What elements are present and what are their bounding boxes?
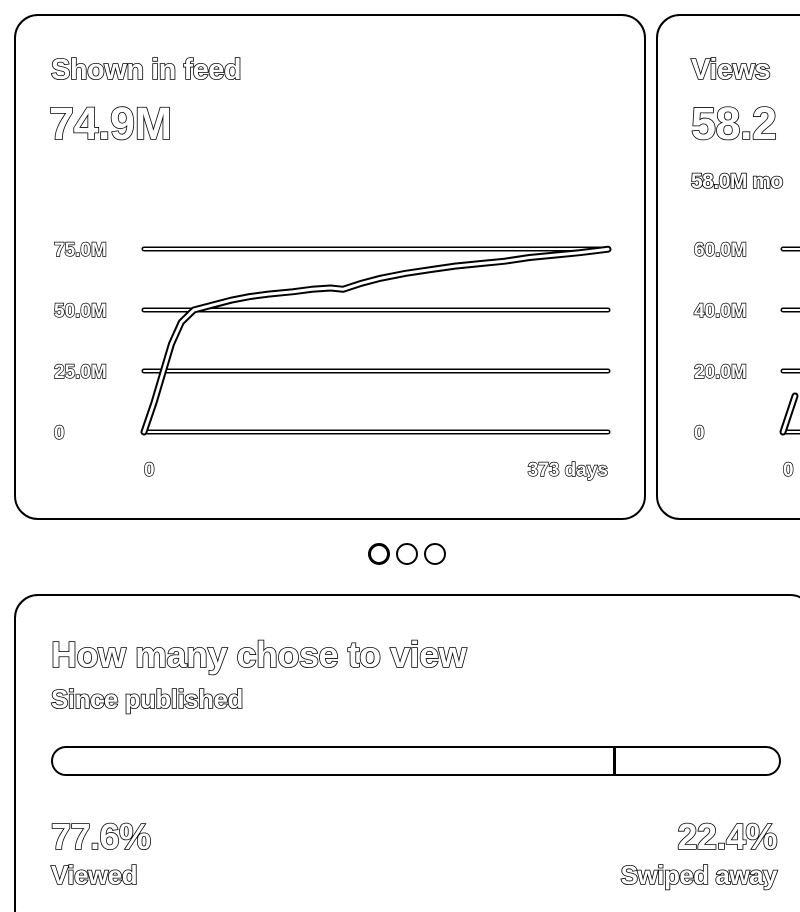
shown-in-feed-card[interactable]: Shown in feed 74.9M 75.0M 50.0M 25.0M 0 0 373… (14, 14, 646, 520)
viewed-percent: 77.6% (50, 815, 152, 858)
y-tick-label: 25.0M (54, 362, 107, 383)
y-tick-label: 0 (694, 423, 705, 444)
y-tick-label: 0 (54, 423, 65, 444)
x-tick-label: 0 (144, 460, 155, 481)
metric-value: 74.9M (48, 97, 173, 150)
metric-label: Shown in feed (50, 53, 242, 87)
pagination-dot[interactable] (424, 543, 446, 565)
y-tick-label: 20.0M (694, 362, 747, 383)
view-ratio-bar (51, 746, 781, 776)
chose-to-view-card: How many chose to view Since published 7… (14, 594, 800, 912)
series-line (781, 394, 797, 434)
card-title: How many chose to view (50, 633, 467, 676)
y-tick-label: 40.0M (694, 301, 747, 322)
pagination-dot[interactable] (368, 543, 390, 565)
metric-sub: 58.0M mo (690, 169, 784, 194)
series-line (142, 247, 610, 434)
views-chart: 60.0M 40.0M 20.0M 0 0 (693, 239, 800, 482)
x-tick-label: 0 (783, 460, 794, 481)
swiped-percent: 22.4% (677, 815, 779, 858)
x-tick-label: 373 days (528, 460, 608, 481)
card-subtitle: Since published (50, 683, 244, 715)
viewed-label: Viewed (50, 859, 138, 891)
carousel-pagination[interactable] (368, 543, 446, 565)
metric-label: Views (690, 53, 771, 87)
pagination-dot[interactable] (396, 543, 418, 565)
series-line-outline (140, 245, 612, 436)
metric-value: 58.2 (690, 97, 778, 150)
swiped-label: Swiped away (620, 859, 778, 891)
shown-in-feed-chart: 75.0M 50.0M 25.0M 0 0 373 days (53, 239, 612, 482)
y-tick-label: 60.0M (694, 240, 747, 261)
y-tick-label: 75.0M (54, 240, 107, 261)
viewed-fill (53, 748, 617, 774)
y-tick-label: 50.0M (54, 301, 107, 322)
views-card[interactable]: Views 58.2 58.0M mo 60.0M 40.0M 20.0M 0 0 (656, 14, 800, 520)
